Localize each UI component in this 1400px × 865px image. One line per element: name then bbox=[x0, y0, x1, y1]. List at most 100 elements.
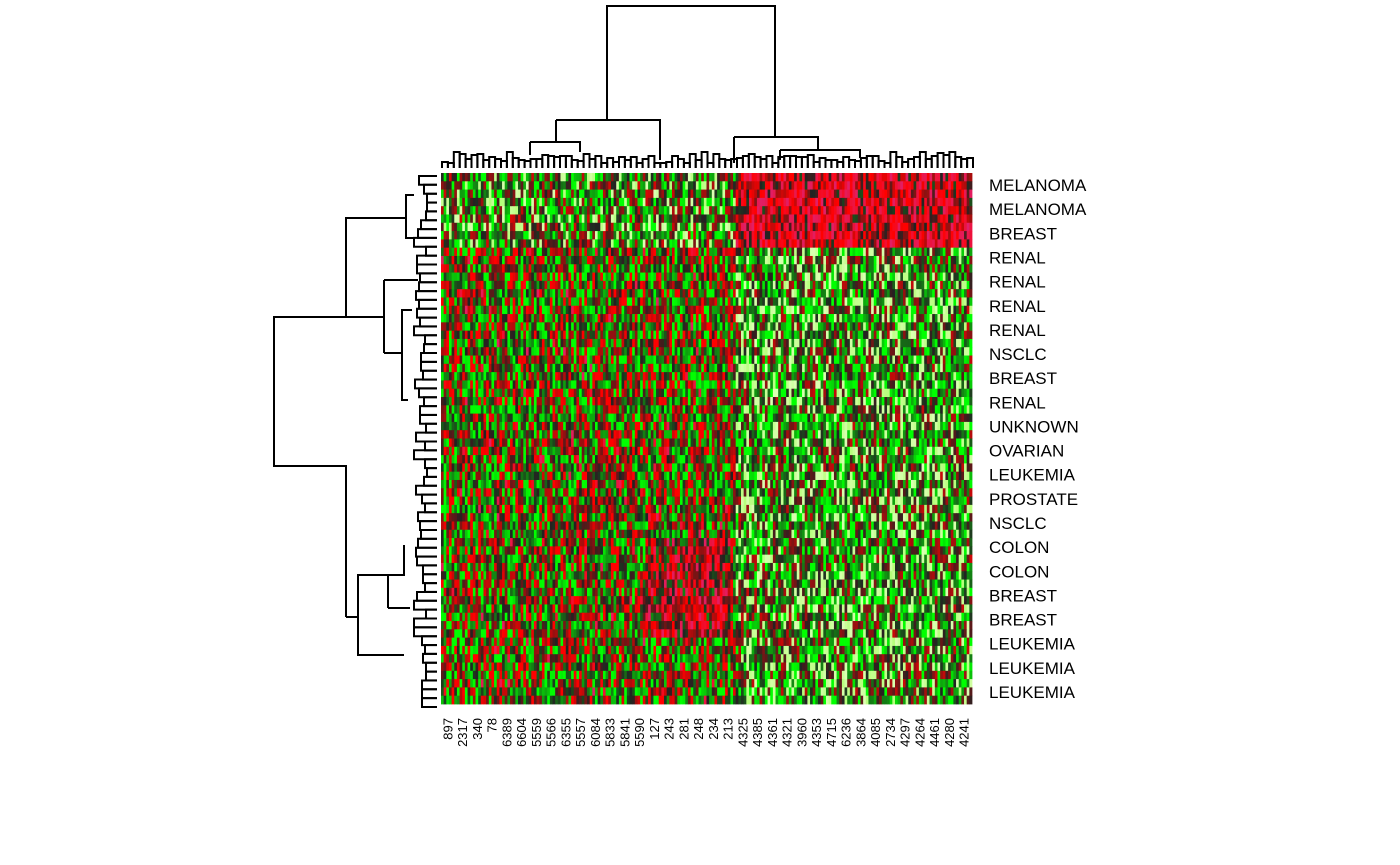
heatmap-cell bbox=[456, 231, 460, 240]
heatmap-cell bbox=[871, 372, 875, 381]
heatmap-cell bbox=[857, 338, 861, 348]
heatmap-cell bbox=[741, 206, 745, 215]
heatmap-cell bbox=[876, 197, 880, 207]
heatmap-cell bbox=[541, 197, 545, 207]
heatmap-cell bbox=[666, 372, 670, 381]
heatmap-cell bbox=[844, 173, 848, 182]
heatmap-cell bbox=[541, 239, 545, 249]
heatmap-cell bbox=[741, 264, 745, 273]
heatmap-cell bbox=[871, 355, 875, 365]
heatmap-cell bbox=[711, 280, 715, 290]
heatmap-cell bbox=[677, 322, 681, 332]
heatmap-cell bbox=[507, 347, 511, 356]
heatmap-cell bbox=[496, 255, 500, 265]
heatmap-cell bbox=[496, 272, 500, 282]
heatmap-cell bbox=[908, 338, 912, 348]
heatmap-cell bbox=[454, 363, 458, 373]
heatmap-cell bbox=[456, 181, 460, 190]
heatmap-cell bbox=[507, 231, 511, 240]
heatmap-cell bbox=[788, 206, 792, 215]
heatmap-cell bbox=[711, 363, 715, 373]
heatmap-cell bbox=[610, 189, 614, 199]
heatmap-cell bbox=[746, 347, 750, 356]
heatmap-cell bbox=[594, 255, 599, 265]
heatmap-cell bbox=[600, 355, 604, 365]
heatmap-cell bbox=[472, 322, 476, 332]
heatmap-cell bbox=[656, 247, 660, 257]
heatmap-cell bbox=[871, 330, 875, 340]
heatmap-cell bbox=[836, 189, 840, 199]
heatmap-cell bbox=[902, 314, 907, 323]
heatmap-cell bbox=[961, 264, 965, 273]
heatmap-cell bbox=[711, 355, 715, 365]
heatmap-cell bbox=[706, 197, 710, 207]
heatmap-cell bbox=[839, 330, 843, 340]
heatmap-cell bbox=[587, 280, 591, 290]
heatmap-cell bbox=[833, 338, 837, 348]
heatmap-cell bbox=[459, 338, 463, 348]
heatmap-cell bbox=[929, 338, 933, 348]
heatmap-cell bbox=[759, 173, 763, 182]
heatmap-cell bbox=[600, 222, 604, 232]
heatmap-cell bbox=[690, 239, 694, 249]
heatmap-cell bbox=[496, 214, 500, 224]
heatmap-cell bbox=[953, 289, 957, 298]
heatmap-cell bbox=[865, 322, 869, 332]
heatmap-cell bbox=[844, 231, 848, 240]
heatmap-cell bbox=[515, 363, 519, 373]
heatmap-cell bbox=[825, 338, 830, 348]
heatmap-cell bbox=[653, 239, 657, 249]
heatmap-cell bbox=[921, 197, 925, 207]
heatmap-cell bbox=[937, 372, 941, 381]
heatmap-cell bbox=[746, 173, 750, 182]
heatmap-cell bbox=[549, 181, 553, 190]
heatmap-cell bbox=[738, 363, 742, 373]
heatmap-cell bbox=[703, 206, 707, 215]
heatmap-cell bbox=[772, 264, 776, 273]
heatmap-cell bbox=[682, 247, 686, 257]
heatmap-cell bbox=[815, 264, 819, 273]
heatmap-cell bbox=[743, 330, 747, 340]
heatmap-cell bbox=[860, 363, 864, 373]
heatmap-cell bbox=[531, 322, 535, 332]
heatmap-cell bbox=[544, 347, 548, 356]
heatmap-cell bbox=[632, 355, 636, 365]
heatmap-cell bbox=[669, 181, 673, 190]
heatmap-cell bbox=[462, 264, 466, 273]
heatmap-cell bbox=[767, 272, 771, 282]
heatmap-cell bbox=[621, 289, 625, 298]
heatmap-cell bbox=[650, 214, 654, 224]
heatmap-cell bbox=[748, 322, 753, 332]
heatmap-cell bbox=[693, 239, 697, 249]
heatmap-cell bbox=[719, 363, 723, 373]
heatmap-cell bbox=[658, 189, 662, 199]
heatmap-cell bbox=[539, 305, 543, 315]
heatmap-cell bbox=[796, 280, 800, 290]
heatmap-cell bbox=[616, 338, 620, 348]
heatmap-cell bbox=[666, 173, 670, 182]
heatmap-cell bbox=[682, 330, 686, 340]
heatmap-cell bbox=[703, 372, 707, 381]
heatmap-cell bbox=[703, 214, 707, 224]
heatmap-cell bbox=[674, 247, 678, 257]
heatmap-cell bbox=[685, 297, 689, 307]
heatmap-cell bbox=[441, 173, 445, 182]
heatmap-cell bbox=[600, 206, 604, 215]
heatmap-cell bbox=[470, 214, 474, 224]
heatmap-cell bbox=[836, 305, 840, 315]
heatmap-cell bbox=[892, 222, 896, 232]
heatmap-cell bbox=[902, 231, 907, 240]
heatmap-cell bbox=[717, 314, 721, 323]
heatmap-cell bbox=[836, 231, 840, 240]
heatmap-cell bbox=[804, 214, 808, 224]
heatmap-cell bbox=[661, 289, 665, 298]
heatmap-cell bbox=[618, 222, 622, 232]
heatmap-cell bbox=[969, 314, 973, 323]
heatmap-cell bbox=[873, 355, 877, 365]
heatmap-cell bbox=[820, 314, 824, 323]
heatmap-cell bbox=[942, 314, 946, 323]
heatmap-cell bbox=[783, 305, 787, 315]
heatmap-cell bbox=[950, 289, 954, 298]
heatmap-cell bbox=[695, 272, 699, 282]
heatmap-cell bbox=[597, 189, 601, 199]
